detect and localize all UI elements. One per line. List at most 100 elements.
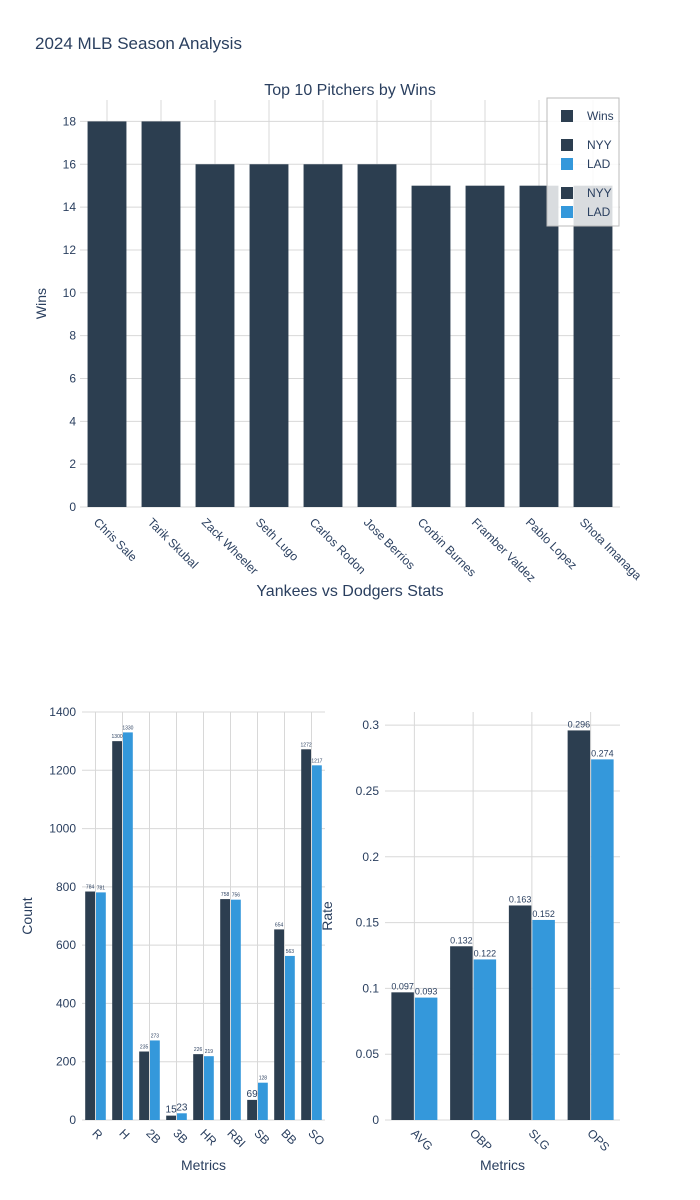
y-tick-label: 0 [69, 1113, 76, 1127]
x-axis-title: Metrics [181, 1157, 226, 1173]
x-tick-label: SB [251, 1126, 272, 1147]
data-label: 15 [166, 1105, 178, 1116]
bar-nyy [567, 730, 591, 1120]
legend-label: LAD [587, 157, 611, 171]
subplot-title: Yankees vs Dodgers Stats [256, 583, 443, 600]
bar-wins [519, 185, 559, 507]
bar-nyy [166, 1115, 176, 1120]
x-tick-label: Zack Wheeler [199, 515, 261, 577]
y-axis-title: Count [19, 897, 35, 934]
data-label: 69 [247, 1089, 259, 1100]
bar-wins [357, 164, 397, 507]
data-label: 0.122 [474, 948, 497, 958]
y-tick-label: 0 [372, 1113, 379, 1127]
y-tick-label: 200 [56, 1055, 76, 1069]
x-tick-label: Shota Imanaga [577, 515, 645, 583]
y-tick-label: 4 [69, 414, 76, 428]
data-label: 128 [259, 1076, 268, 1082]
data-label: 273 [151, 1033, 160, 1039]
bar-wins [87, 121, 127, 507]
bar-nyy [508, 905, 532, 1120]
x-tick-label: 2B [143, 1126, 163, 1146]
y-tick-label: 8 [69, 329, 76, 343]
legend-label: NYY [587, 186, 612, 200]
data-label: 226 [194, 1047, 203, 1053]
x-tick-label: HR [197, 1126, 219, 1148]
data-label: 654 [275, 922, 284, 928]
x-axis-title: Metrics [480, 1157, 525, 1173]
legend-label: NYY [587, 138, 612, 152]
bar-lad [414, 997, 438, 1120]
data-label: 0.274 [591, 748, 614, 758]
y-tick-label: 2 [69, 457, 76, 471]
bar-wins [249, 164, 289, 507]
legend-box [546, 97, 620, 227]
y-tick-label: 0.25 [356, 784, 380, 798]
pitcher-wins-chart: 0 2 4 6 8 10 12 14 16 18 Chris Sale Tarik SkubalZac… [33, 82, 645, 600]
legend-swatch [561, 110, 573, 122]
bar-nyy [193, 1054, 203, 1120]
data-label: 781 [97, 885, 106, 891]
chart-title: Top 10 Pitchers by Wins [264, 82, 436, 99]
count-comparison-chart: 0 200 400 600 800 1000 1200 1400 784 1300 235 15 226… [19, 705, 328, 1173]
bar-nyy [274, 929, 284, 1120]
y-axis-title: Rate [319, 901, 335, 931]
x-tick-label: Seth Lugo [253, 515, 302, 564]
bar-lad [204, 1056, 214, 1120]
data-label: 756 [232, 893, 241, 899]
x-tick-label: SO [305, 1126, 327, 1148]
x-tick-label: RBI [224, 1126, 248, 1150]
bar-wins [411, 185, 451, 507]
y-tick-label: 800 [56, 880, 76, 894]
data-label: 23 [176, 1102, 188, 1113]
bar-lad [312, 765, 322, 1120]
y-tick-label: 1000 [49, 822, 76, 836]
bar-lad [473, 959, 497, 1120]
legend-label: Wins [587, 109, 614, 123]
y-tick-label: 18 [63, 114, 77, 128]
y-tick-label: 400 [56, 996, 76, 1010]
data-label: 563 [286, 949, 295, 955]
bar-nyy [139, 1051, 149, 1120]
x-tick-label: H [116, 1126, 132, 1142]
x-tick-label: BB [278, 1126, 299, 1147]
y-tick-label: 0.05 [356, 1047, 380, 1061]
data-label: 1217 [311, 758, 322, 764]
bar-lad [532, 919, 555, 1120]
legend-swatch [561, 187, 573, 199]
y-tick-label: 0.1 [362, 981, 379, 995]
bar-nyy [450, 946, 473, 1120]
x-tick-label: Chris Sale [91, 515, 140, 564]
data-label: 219 [205, 1049, 214, 1055]
bar-nyy [112, 741, 122, 1120]
y-tick-label: 1400 [49, 705, 76, 719]
data-label: 0.093 [415, 987, 438, 997]
bar-nyy [391, 992, 414, 1120]
rate-comparison-chart: 0 0.05 0.1 0.15 0.2 0.25 0.3 0.097 0.132 0.163 0.2… [319, 712, 620, 1173]
bar-wins [141, 121, 181, 507]
y-tick-label: 12 [63, 243, 77, 257]
data-label: 758 [221, 892, 230, 898]
bar-lad [96, 892, 106, 1120]
data-label: 784 [86, 885, 95, 891]
x-tick-label: Jose Berrios [361, 515, 418, 572]
data-label: 0.163 [509, 894, 532, 904]
y-tick-label: 0 [69, 500, 76, 514]
bar-lad [285, 955, 295, 1120]
y-tick-label: 0.15 [356, 916, 380, 930]
data-label: 0.152 [532, 909, 555, 919]
bar-lad [591, 759, 614, 1120]
y-tick-label: 0.3 [362, 718, 379, 732]
bar-lad [123, 732, 133, 1120]
y-tick-label: 14 [63, 200, 77, 214]
legend-swatch [561, 139, 573, 151]
data-label: 0.296 [568, 719, 591, 729]
legend-label: LAD [587, 205, 611, 219]
bar-lad [177, 1113, 187, 1120]
data-label: 1330 [122, 725, 133, 731]
y-tick-label: 10 [63, 286, 77, 300]
bar-wins [573, 185, 613, 507]
y-tick-label: 6 [69, 371, 76, 385]
bar-wins [303, 164, 343, 507]
